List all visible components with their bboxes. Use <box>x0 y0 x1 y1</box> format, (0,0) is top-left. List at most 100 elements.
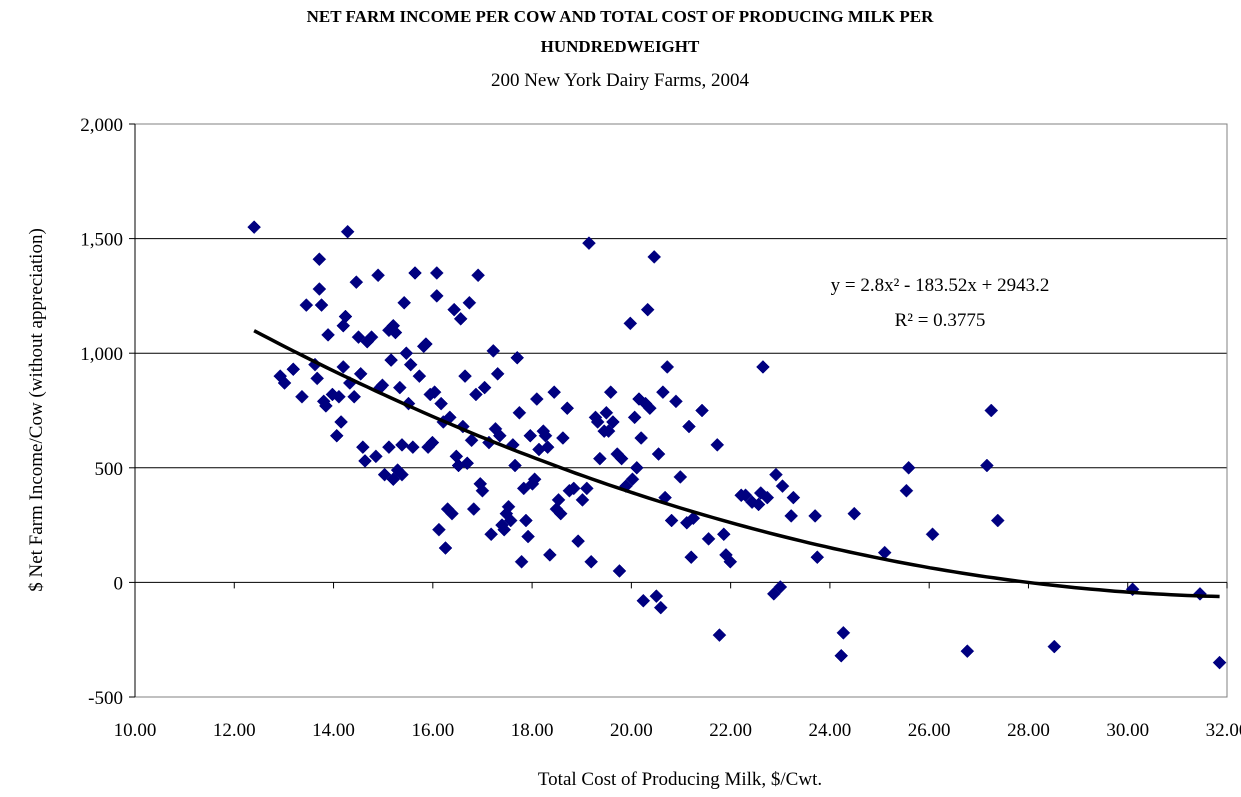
data-point <box>556 431 570 445</box>
gridlines <box>135 238 1227 469</box>
x-tick-label: 24.00 <box>809 720 852 741</box>
data-point <box>408 266 422 280</box>
data-point <box>538 428 553 443</box>
trendline-equation: y = 2.8x² - 183.52x + 2943.2 <box>831 275 1050 296</box>
data-point <box>810 550 825 565</box>
data-point <box>527 472 542 487</box>
data-point <box>521 529 535 544</box>
data-point <box>403 357 418 372</box>
data-point <box>382 440 396 455</box>
data-point <box>497 522 512 537</box>
trendline-r-squared: R² = 0.3775 <box>895 310 986 331</box>
data-point <box>636 593 651 608</box>
data-point <box>321 328 335 342</box>
data-point <box>773 580 788 594</box>
x-tick-label: 20.00 <box>610 720 653 741</box>
data-point <box>660 360 675 374</box>
data-point <box>460 456 475 471</box>
data-point <box>584 554 599 569</box>
data-point <box>510 350 525 365</box>
data-point <box>453 311 468 326</box>
data-point <box>492 428 507 443</box>
data-point <box>553 506 568 521</box>
data-point <box>980 458 994 473</box>
data-point <box>775 479 790 493</box>
data-point <box>395 438 409 452</box>
y-tick-label: 1,000 <box>80 344 123 365</box>
data-point <box>336 360 351 374</box>
data-point <box>432 522 446 537</box>
data-point <box>477 380 492 395</box>
data-point <box>247 220 261 234</box>
data-point <box>512 405 527 420</box>
data-point <box>508 458 522 473</box>
data-point <box>673 470 688 484</box>
y-tick-label: -500 <box>88 688 123 709</box>
data-point <box>990 513 1005 528</box>
data-point <box>590 415 605 429</box>
data-point <box>464 433 479 448</box>
data-point <box>766 587 781 601</box>
trendline-group <box>253 329 1220 599</box>
x-tick-label: 16.00 <box>411 720 454 741</box>
data-point <box>582 236 596 251</box>
data-point <box>332 389 346 404</box>
data-point <box>664 513 679 528</box>
x-tick-label: 22.00 <box>709 720 752 741</box>
data-point <box>355 440 370 455</box>
data-point <box>656 385 670 400</box>
data-point <box>836 625 851 640</box>
data-point <box>629 460 644 475</box>
data-point <box>447 302 462 317</box>
data-point <box>756 360 770 374</box>
data-point <box>712 628 727 642</box>
data-point <box>540 440 555 455</box>
chart-subtitle: 200 New York Dairy Farms, 2004 <box>491 70 750 91</box>
data-point <box>369 449 383 464</box>
data-point <box>640 302 655 317</box>
data-point <box>490 366 505 381</box>
data-point <box>338 309 353 324</box>
data-point <box>575 493 590 507</box>
data-point <box>627 410 642 425</box>
data-point <box>571 534 585 548</box>
data-point <box>412 369 427 383</box>
data-point <box>623 316 638 331</box>
data-point <box>349 275 364 290</box>
trendline <box>253 329 1220 599</box>
data-point <box>593 451 607 466</box>
data-point <box>438 541 453 555</box>
y-tick-label: 1,500 <box>80 230 123 251</box>
data-point <box>486 344 501 358</box>
data-point <box>429 266 444 280</box>
data-point <box>710 438 725 452</box>
y-tick-label: 500 <box>95 459 124 480</box>
data-point <box>786 490 801 505</box>
data-point <box>434 396 448 411</box>
data-point <box>808 509 822 523</box>
x-axis-label: Total Cost of Producing Milk, $/Cwt. <box>538 769 822 790</box>
data-point <box>901 460 916 475</box>
data-point <box>514 554 529 569</box>
data-point <box>579 481 594 496</box>
data-point <box>384 353 398 367</box>
data-point <box>475 483 490 498</box>
data-point <box>899 483 914 498</box>
data-point <box>701 531 716 546</box>
data-point <box>647 250 662 264</box>
data-point <box>286 362 301 377</box>
data-point <box>329 428 344 443</box>
x-tick-label: 12.00 <box>213 720 256 741</box>
data-point <box>560 401 575 416</box>
data-point <box>277 376 292 390</box>
data-point <box>847 506 862 521</box>
data-point <box>551 493 566 507</box>
y-tick-label: 0 <box>114 573 124 594</box>
data-point <box>466 502 481 516</box>
data-point <box>523 428 538 443</box>
data-point <box>406 440 420 455</box>
data-point <box>299 298 314 312</box>
plot-area-border <box>134 123 1228 698</box>
data-point <box>738 488 753 503</box>
data-point <box>347 389 362 404</box>
